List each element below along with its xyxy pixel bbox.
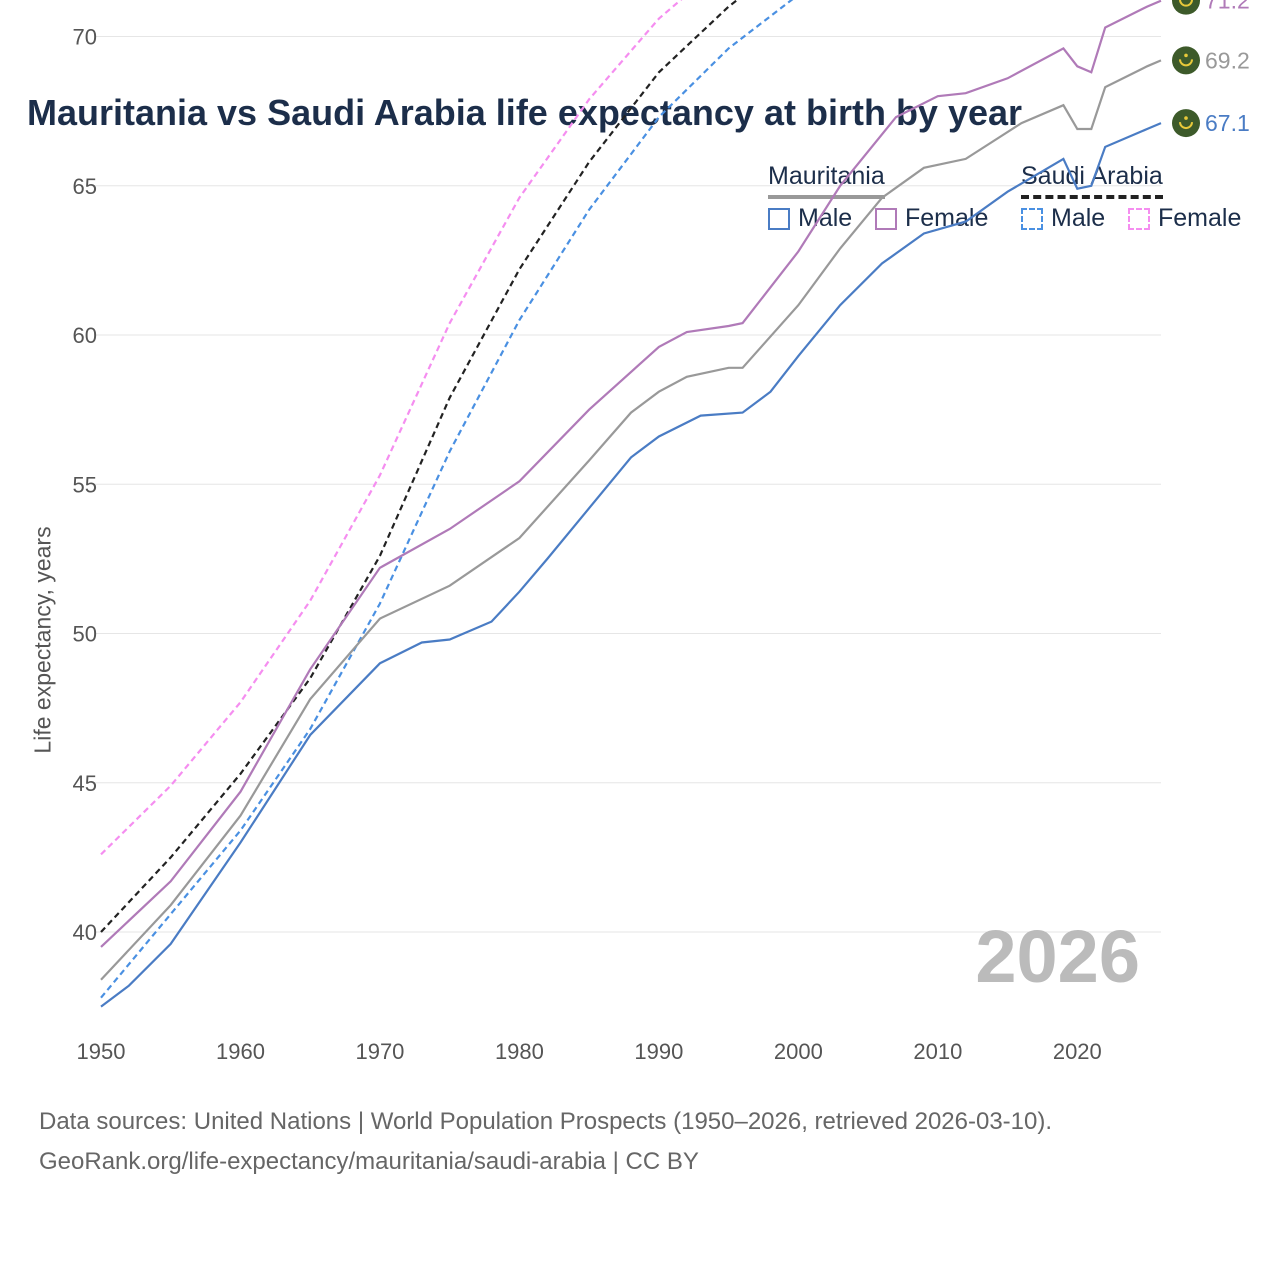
end-value-label: 69.2: [1205, 47, 1250, 73]
series-line-mauritania_male[interactable]: [100, 122, 1162, 1008]
x-axis-ticks: 1950 1960 1970 1980 1990 2000 2010 2020: [77, 1039, 1102, 1064]
year-watermark: 2026: [975, 915, 1140, 998]
y-tick-label: 60: [73, 323, 97, 348]
star-icon: [1184, 116, 1188, 120]
legend-item-saudi-female[interactable]: Female: [1128, 204, 1241, 233]
end-value-label: 67.1: [1205, 110, 1250, 136]
star-icon: [1184, 53, 1188, 58]
y-axis-ticks: 404550556065707580: [73, 25, 97, 946]
legend-swatch-solid-purple: [875, 207, 897, 230]
gridlines: [95, 36, 1161, 933]
source-line-2[interactable]: GeoRank.org/life-expectancy/mauritania/s…: [39, 1148, 699, 1175]
legend-swatch-solid-blue: [768, 207, 790, 230]
series-lines: [100, 0, 1162, 1008]
x-tick-label: 2000: [774, 1039, 823, 1064]
mauritania-flag-icon: [1172, 0, 1200, 15]
mauritania-flag-icon: [1172, 46, 1200, 75]
chart-title: Mauritania vs Saudi Arabia life expectan…: [27, 92, 1023, 133]
series-line-saudi_total[interactable]: [100, 0, 1161, 933]
legend-item-saudi-male[interactable]: Male: [1021, 204, 1105, 233]
crescent-icon: [1179, 121, 1193, 130]
mauritania-flag-icon: [1172, 109, 1200, 138]
legend-label: Female: [1158, 204, 1242, 232]
legend-label: Male: [1051, 204, 1106, 232]
x-tick-label: 2020: [1053, 1039, 1102, 1064]
legend-swatch-dashed-pink: [1128, 207, 1150, 230]
legend-swatch-dashed-blue: [1021, 207, 1043, 230]
series-line-saudi_female[interactable]: [100, 0, 1161, 856]
y-tick-label: 55: [73, 472, 97, 497]
crescent-icon: [1179, 0, 1193, 7]
legend-item-mauritania-female[interactable]: Female: [875, 204, 988, 233]
series-line-mauritania_female[interactable]: [100, 0, 1162, 948]
x-tick-label: 1970: [355, 1039, 404, 1064]
y-tick-label: 70: [73, 25, 97, 50]
end-value-label: 71.2: [1205, 0, 1250, 14]
y-tick-label: 65: [73, 174, 97, 199]
x-tick-label: 1960: [216, 1039, 265, 1064]
series-end-labels: 81.779.477.871.269.267.1: [1172, 0, 1250, 138]
y-tick-label: 45: [73, 771, 97, 796]
crescent-icon: [1179, 59, 1193, 67]
series-line-mauritania_total[interactable]: [100, 59, 1162, 981]
x-tick-label: 1950: [77, 1039, 126, 1064]
x-tick-label: 2010: [913, 1039, 962, 1064]
x-tick-label: 1990: [634, 1039, 683, 1064]
y-tick-label: 40: [73, 920, 97, 945]
x-tick-label: 1980: [495, 1039, 544, 1064]
source-line-1: Data sources: United Nations | World Pop…: [39, 1108, 1053, 1135]
y-tick-label: 50: [73, 622, 97, 647]
series-line-saudi_male[interactable]: [100, 0, 1161, 999]
